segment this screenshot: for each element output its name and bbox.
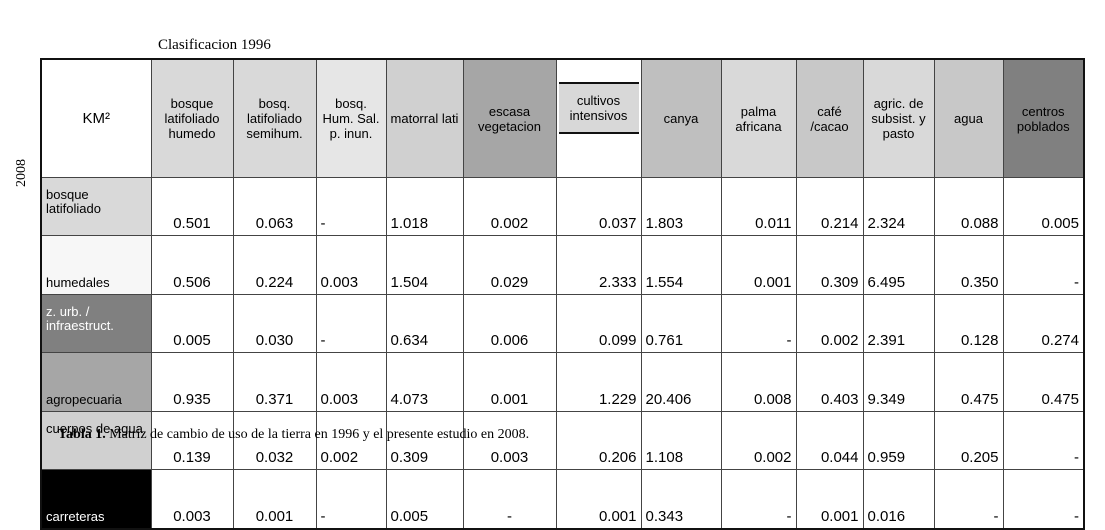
row-label: humedales [40,235,152,295]
value-cell: 0.002 [462,177,557,236]
column-header: bosq. latifoliado semihum. [232,58,317,178]
value-cell: 0.003 [315,235,387,295]
value-cell: 0.475 [1002,352,1085,412]
page: Clasificacion 1996 2008 KM² bosque latifo… [14,37,1085,530]
value-cell: 0.029 [462,235,557,295]
value-cell: 0.030 [232,294,317,353]
row-label: bosque latifoliado [40,177,152,236]
value-cell: - [315,177,387,236]
value-cell: 2.333 [555,235,642,295]
column-header: matorral lati [385,58,464,178]
value-cell: 1.018 [385,177,464,236]
value-cell: 20.406 [640,352,722,412]
value-cell: 0.037 [555,177,642,236]
value-cell: 0.205 [933,411,1004,470]
value-cell: 0.003 [315,352,387,412]
column-header: cultivos intensivos [558,82,639,134]
value-cell: 2.391 [862,294,935,353]
value-cell: 0.224 [232,235,317,295]
value-cell: - [933,469,1004,530]
value-cell: 0.002 [795,294,864,353]
caption: Tabla 1. Matriz de cambio de uso de la t… [58,427,529,443]
value-cell: 9.349 [862,352,935,412]
side-label: 2008 [14,159,29,187]
value-cell: - [315,294,387,353]
value-cell: 0.002 [720,411,797,470]
value-cell: 4.073 [385,352,464,412]
column-header: agua [933,58,1004,178]
row-label: carreteras [40,469,152,530]
value-cell: 0.634 [385,294,464,353]
value-cell: 0.761 [640,294,722,353]
value-cell: 0.475 [933,352,1004,412]
value-cell: 0.350 [933,235,1004,295]
value-cell: 1.803 [640,177,722,236]
value-cell: 0.959 [862,411,935,470]
value-cell: - [1002,469,1085,530]
value-cell: 0.099 [555,294,642,353]
value-cell: 0.005 [1002,177,1085,236]
value-cell: - [1002,411,1085,470]
value-cell: 0.935 [150,352,234,412]
value-cell: 0.343 [640,469,722,530]
column-header: bosq. Hum. Sal. p. inun. [315,58,387,178]
value-cell: 0.063 [232,177,317,236]
column-header-cell: cultivos intensivos [555,59,642,178]
value-cell: - [720,294,797,353]
value-cell: 0.044 [795,411,864,470]
value-cell: 0.274 [1002,294,1085,353]
table-title: Clasificacion 1996 [158,37,271,53]
value-cell: 0.001 [462,352,557,412]
value-cell: 0.501 [150,177,234,236]
value-cell: 0.403 [795,352,864,412]
table-row: agropecuaria 0.935 0.371 0.003 4.073 0.001 1.2… [40,352,1085,412]
value-cell: 0.001 [720,235,797,295]
value-cell: - [462,469,557,530]
column-header: agric. de subsist. y pasto [862,58,935,178]
value-cell: 0.206 [555,411,642,470]
value-cell: - [1002,235,1085,295]
value-cell: 1.108 [640,411,722,470]
value-cell: 1.504 [385,235,464,295]
table-row: bosque latifoliado 0.501 0.063-1.018 0.002 0… [40,177,1085,236]
value-cell: 0.506 [150,235,234,295]
row-label: agropecuaria [40,352,152,412]
value-cell: 0.309 [795,235,864,295]
value-cell: 0.003 [150,469,234,530]
column-header: café /cacao [795,58,864,178]
value-cell: 1.554 [640,235,722,295]
value-cell: 0.001 [232,469,317,530]
caption-text: Matriz de cambio de uso de la tierra en … [109,427,530,442]
value-cell: 0.371 [232,352,317,412]
column-header: canya [640,58,722,178]
caption-label: Tabla 1. [58,427,106,442]
value-cell: 0.001 [795,469,864,530]
value-cell: 0.005 [150,294,234,353]
value-cell: 6.495 [862,235,935,295]
value-cell: 0.016 [862,469,935,530]
value-cell: 0.001 [555,469,642,530]
matrix-table: KM² bosque latifoliado humedo bosq. latifo… [40,58,1085,530]
value-cell: 0.088 [933,177,1004,236]
value-cell: - [315,469,387,530]
column-header: centros poblados [1002,58,1085,178]
value-cell: 2.324 [862,177,935,236]
column-header: palma africana [720,58,797,178]
corner-header: KM² [40,58,152,178]
value-cell: 0.128 [933,294,1004,353]
column-header: escasa vegetacion [462,58,557,178]
value-cell: - [720,469,797,530]
value-cell: 0.011 [720,177,797,236]
column-header: bosque latifoliado humedo [150,58,234,178]
table-row: z. urb. / infraestruct. 0.005 0.030-0.634 0… [40,294,1085,353]
table-row: carreteras 0.003 0.001-0.005-0.001 0.343-0.… [40,469,1085,530]
value-cell: 0.006 [462,294,557,353]
table-row: humedales 0.506 0.224 0.003 1.504 0.029 2.333 1… [40,235,1085,295]
row-label: z. urb. / infraestruct. [40,294,152,353]
value-cell: 1.229 [555,352,642,412]
value-cell: 0.214 [795,177,864,236]
value-cell: 0.008 [720,352,797,412]
value-cell: 0.005 [385,469,464,530]
